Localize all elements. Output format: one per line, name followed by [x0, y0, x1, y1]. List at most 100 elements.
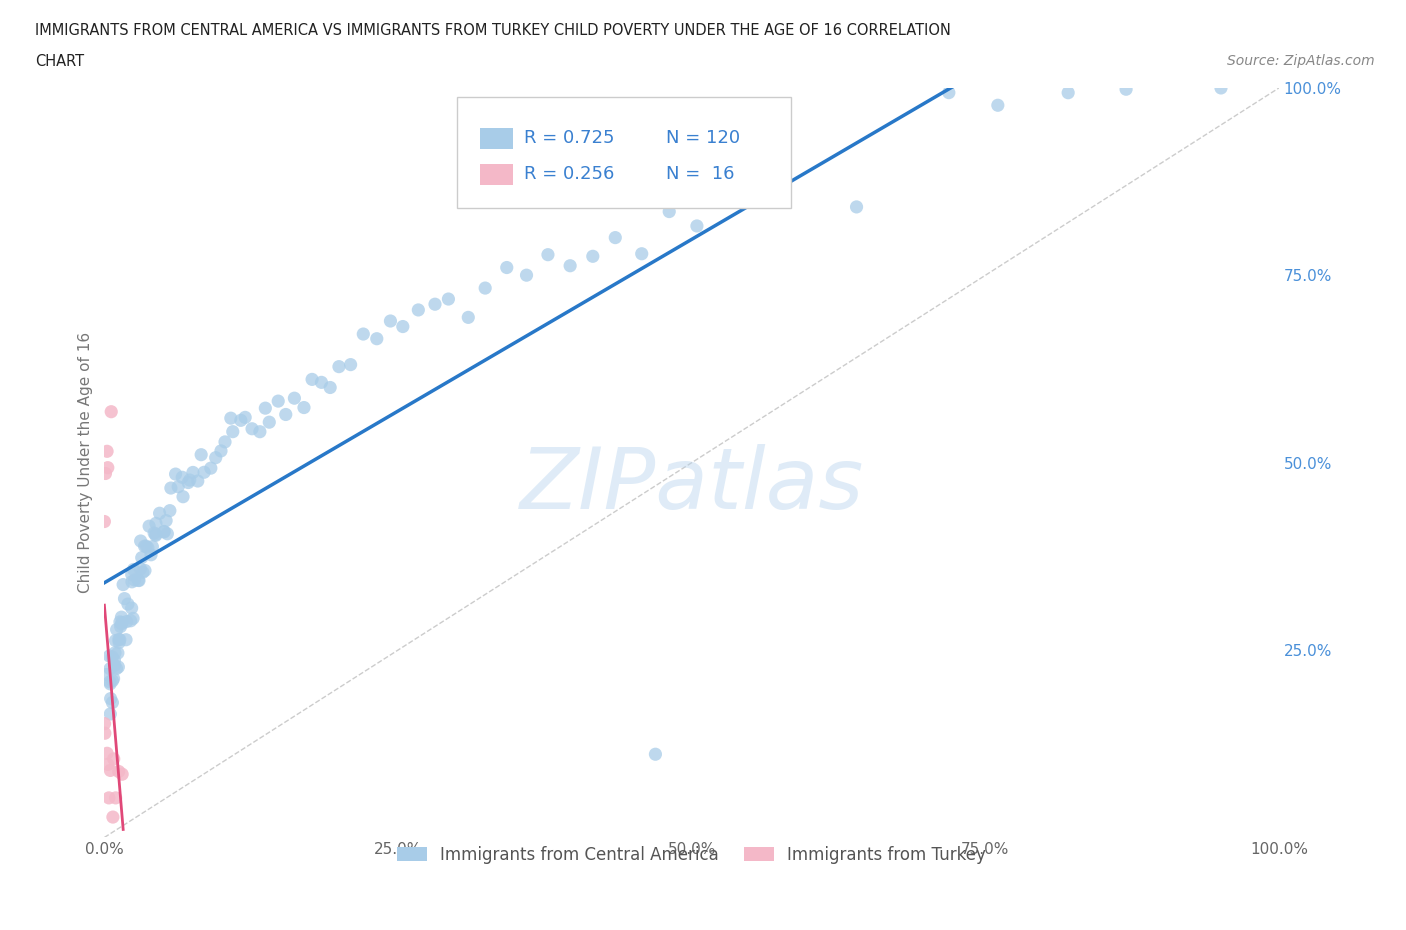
Point — [100, 763, 122, 777]
Point — [167, 479, 190, 494]
Text: CHART: CHART — [35, 54, 84, 69]
Point — [104, 633, 127, 648]
Point — [214, 434, 236, 449]
Text: R = 0.725: R = 0.725 — [523, 129, 614, 147]
Point — [172, 489, 194, 504]
Point — [124, 573, 146, 588]
Point — [105, 661, 128, 676]
Point — [98, 674, 121, 689]
Point — [100, 405, 122, 419]
Point — [107, 659, 129, 674]
Point — [103, 751, 125, 766]
Point — [845, 199, 868, 214]
Point — [107, 764, 129, 779]
FancyBboxPatch shape — [481, 164, 513, 185]
Point — [605, 230, 627, 245]
Point — [1057, 86, 1080, 100]
Point — [105, 622, 128, 637]
Point — [138, 519, 160, 534]
Point — [474, 281, 496, 296]
Point — [644, 747, 666, 762]
Point — [134, 538, 156, 553]
Text: R = 0.256: R = 0.256 — [523, 166, 614, 183]
Point — [339, 357, 361, 372]
Point — [987, 98, 1010, 113]
Point — [136, 540, 159, 555]
Point — [110, 617, 132, 631]
Point — [98, 661, 121, 676]
Point — [560, 259, 582, 273]
Point — [121, 575, 143, 590]
Point — [204, 450, 226, 465]
Point — [96, 444, 118, 458]
Text: IMMIGRANTS FROM CENTRAL AMERICA VS IMMIGRANTS FROM TURKEY CHILD POVERTY UNDER TH: IMMIGRANTS FROM CENTRAL AMERICA VS IMMIG… — [35, 23, 950, 38]
Point — [103, 658, 125, 672]
FancyBboxPatch shape — [481, 127, 513, 149]
Point — [179, 472, 201, 487]
Text: ZIPatlas: ZIPatlas — [520, 444, 863, 526]
Point — [254, 401, 277, 416]
Point — [98, 676, 121, 691]
Point — [172, 470, 194, 485]
Point — [122, 562, 145, 577]
Point — [110, 619, 132, 634]
Point — [101, 695, 124, 710]
Point — [94, 466, 117, 481]
Point — [103, 653, 125, 668]
Point — [153, 524, 176, 538]
Point — [283, 391, 305, 405]
Point — [240, 421, 263, 436]
Point — [112, 578, 135, 592]
Point — [292, 400, 315, 415]
Point — [181, 465, 204, 480]
Point — [437, 292, 460, 307]
Point — [139, 548, 162, 563]
Point — [495, 260, 517, 275]
Point — [938, 86, 960, 100]
Point — [193, 465, 215, 480]
Point — [259, 415, 281, 430]
Point — [160, 481, 183, 496]
Point — [134, 563, 156, 578]
Point — [93, 514, 115, 529]
Point — [120, 613, 142, 628]
Point — [97, 757, 120, 772]
Point — [115, 614, 138, 629]
Point — [686, 219, 709, 233]
Point — [132, 565, 155, 579]
Point — [311, 375, 333, 390]
Point — [233, 410, 256, 425]
Point — [101, 810, 124, 825]
Point — [121, 567, 143, 582]
Point — [658, 204, 681, 219]
Point — [515, 268, 537, 283]
Point — [408, 302, 430, 317]
Point — [267, 393, 290, 408]
Point — [141, 539, 163, 554]
Point — [190, 447, 212, 462]
Point — [104, 645, 127, 660]
Point — [108, 632, 131, 647]
Point — [209, 444, 232, 458]
Point — [380, 313, 402, 328]
Point — [100, 691, 122, 706]
Point — [301, 372, 323, 387]
Point — [145, 526, 167, 541]
Point — [94, 725, 117, 740]
Point — [128, 573, 150, 588]
Y-axis label: Child Poverty Under the Age of 16: Child Poverty Under the Age of 16 — [79, 332, 93, 593]
Point — [165, 467, 187, 482]
Point — [96, 667, 118, 682]
Point — [582, 249, 605, 264]
Point — [423, 297, 446, 312]
Point — [93, 716, 115, 731]
Point — [101, 673, 124, 688]
Point — [96, 746, 118, 761]
Point — [155, 513, 177, 528]
Point — [103, 671, 125, 686]
Point — [101, 649, 124, 664]
Point — [115, 632, 138, 647]
Point — [98, 648, 121, 663]
Point — [352, 326, 374, 341]
Point — [274, 407, 297, 422]
